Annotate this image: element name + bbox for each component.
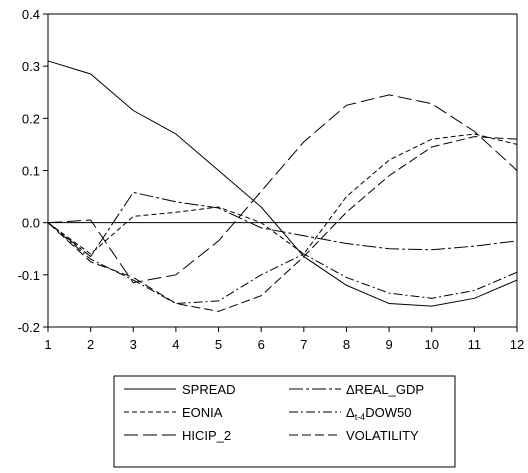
series-lines [47,60,518,312]
series-line-eonia [47,133,518,255]
x-tick-label: 12 [510,337,524,352]
x-tick-label: 2 [87,337,94,352]
x-tick-label: 6 [258,337,265,352]
x-tick-label: 8 [343,337,350,352]
series-line--t-4dow50 [47,222,518,305]
y-tick-label: 0.4 [22,7,40,22]
legend-label-real-gdp: ΔREAL_GDP [346,382,424,397]
x-tick-label: 7 [300,337,307,352]
y-tick-label: 0.0 [22,216,40,231]
series-line-spread [47,60,518,307]
plot-area-frame [47,13,518,328]
legend-label-dow50-main: Δ [346,405,355,420]
y-tick-label: 0.1 [22,164,40,179]
legend-label-eonia: EONIA [182,405,223,420]
y-tick-label: 0.2 [22,111,40,126]
y-tick-label: 0.3 [22,59,40,74]
series-line-volatility [47,136,518,312]
legend-label-hicip: HICIP_2 [182,428,231,443]
legend-label-dow50: Δt-4DOW50 [346,405,411,422]
y-axis-ticks: 0.4 0.3 0.2 0.1 0.0 -0.1 -0.2 [18,7,48,335]
series-line--real-gdp [47,191,518,258]
x-tick-label: 1 [44,337,51,352]
series-line-hicip-2 [47,94,518,284]
legend-label-dow50-rest: DOW50 [365,405,411,420]
x-tick-label: 11 [468,337,482,352]
legend-box [113,375,456,468]
x-axis-ticks: 1 2 3 4 5 6 7 8 9 10 11 12 [44,327,524,352]
legend: SPREAD ΔREAL_GDP EONIA Δt-4DOW50 HICIP_2… [113,375,456,468]
x-tick-label: 4 [172,337,179,352]
legend-label-spread: SPREAD [182,382,235,397]
x-tick-label: 3 [130,337,137,352]
x-tick-label: 9 [385,337,392,352]
y-tick-label: -0.1 [18,268,40,283]
y-tick-label: -0.2 [18,320,40,335]
legend-label-volatility: VOLATILITY [346,428,419,443]
x-tick-label: 10 [424,337,438,352]
x-tick-label: 5 [215,337,222,352]
legend-label-dow50-sub: t-4 [355,412,366,422]
